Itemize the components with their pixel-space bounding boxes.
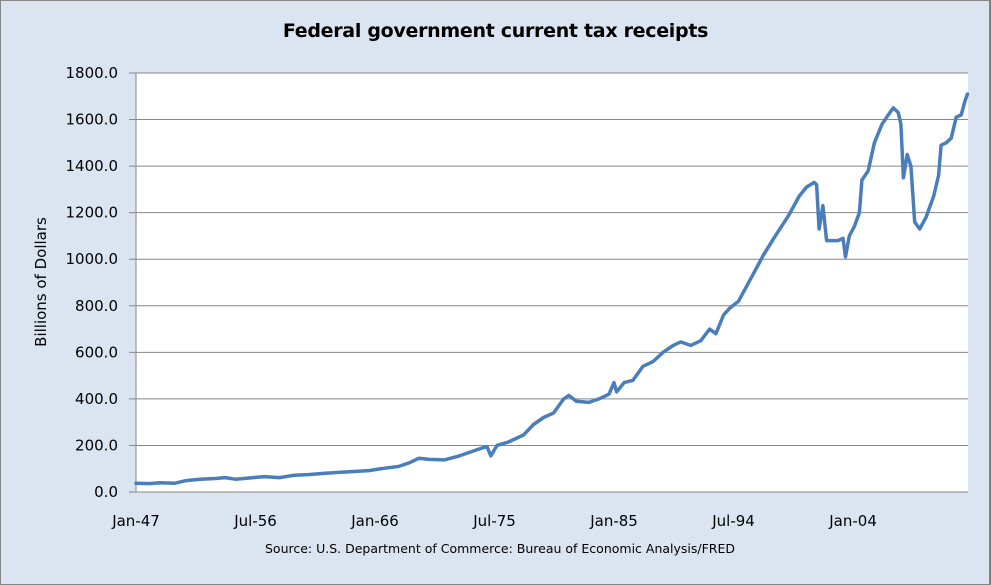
x-tick-label: Jul-94 [711, 512, 755, 530]
chart-title: Federal government current tax receipts [282, 20, 709, 42]
y-tick-label: 1800.0 [66, 64, 119, 82]
axes [135, 73, 968, 493]
x-tick-label: Jan-85 [589, 512, 638, 530]
y-tick-label: 1000.0 [66, 250, 119, 268]
series-line [134, 92, 970, 486]
x-tick-label: Jan-66 [350, 512, 399, 530]
y-tick-label: 1400.0 [66, 157, 119, 175]
y-tick-label: 600.0 [75, 343, 118, 361]
x-tick-label: Jul-75 [472, 512, 516, 530]
x-tick-label: Jul-56 [233, 512, 277, 530]
series-group [134, 92, 970, 486]
y-tick-label: 1600.0 [66, 111, 119, 129]
gridlines [129, 72, 968, 493]
y-tick-labels: 0.0 200.0 400.0 600.0 800.0 1000.0 1200.0 1400.… [66, 64, 119, 501]
y-tick-label: 1200.0 [66, 204, 119, 222]
y-tick-label: 800.0 [75, 297, 118, 315]
y-tick-label: 0.0 [94, 483, 118, 501]
y-tick-label: 200.0 [75, 436, 118, 454]
source-note: Source: U.S. Department of Commerce: Bur… [264, 541, 735, 556]
plot-area [136, 73, 968, 492]
x-tick-labels: Jan-47 Jul-56 Jan-66 Jul-75 Jan-85 Jul-94 Jan-… [111, 512, 877, 530]
y-tick-label: 400.0 [75, 390, 118, 408]
x-tick-label: Jan-04 [828, 512, 877, 530]
x-tick-label: Jan-47 [111, 512, 160, 530]
